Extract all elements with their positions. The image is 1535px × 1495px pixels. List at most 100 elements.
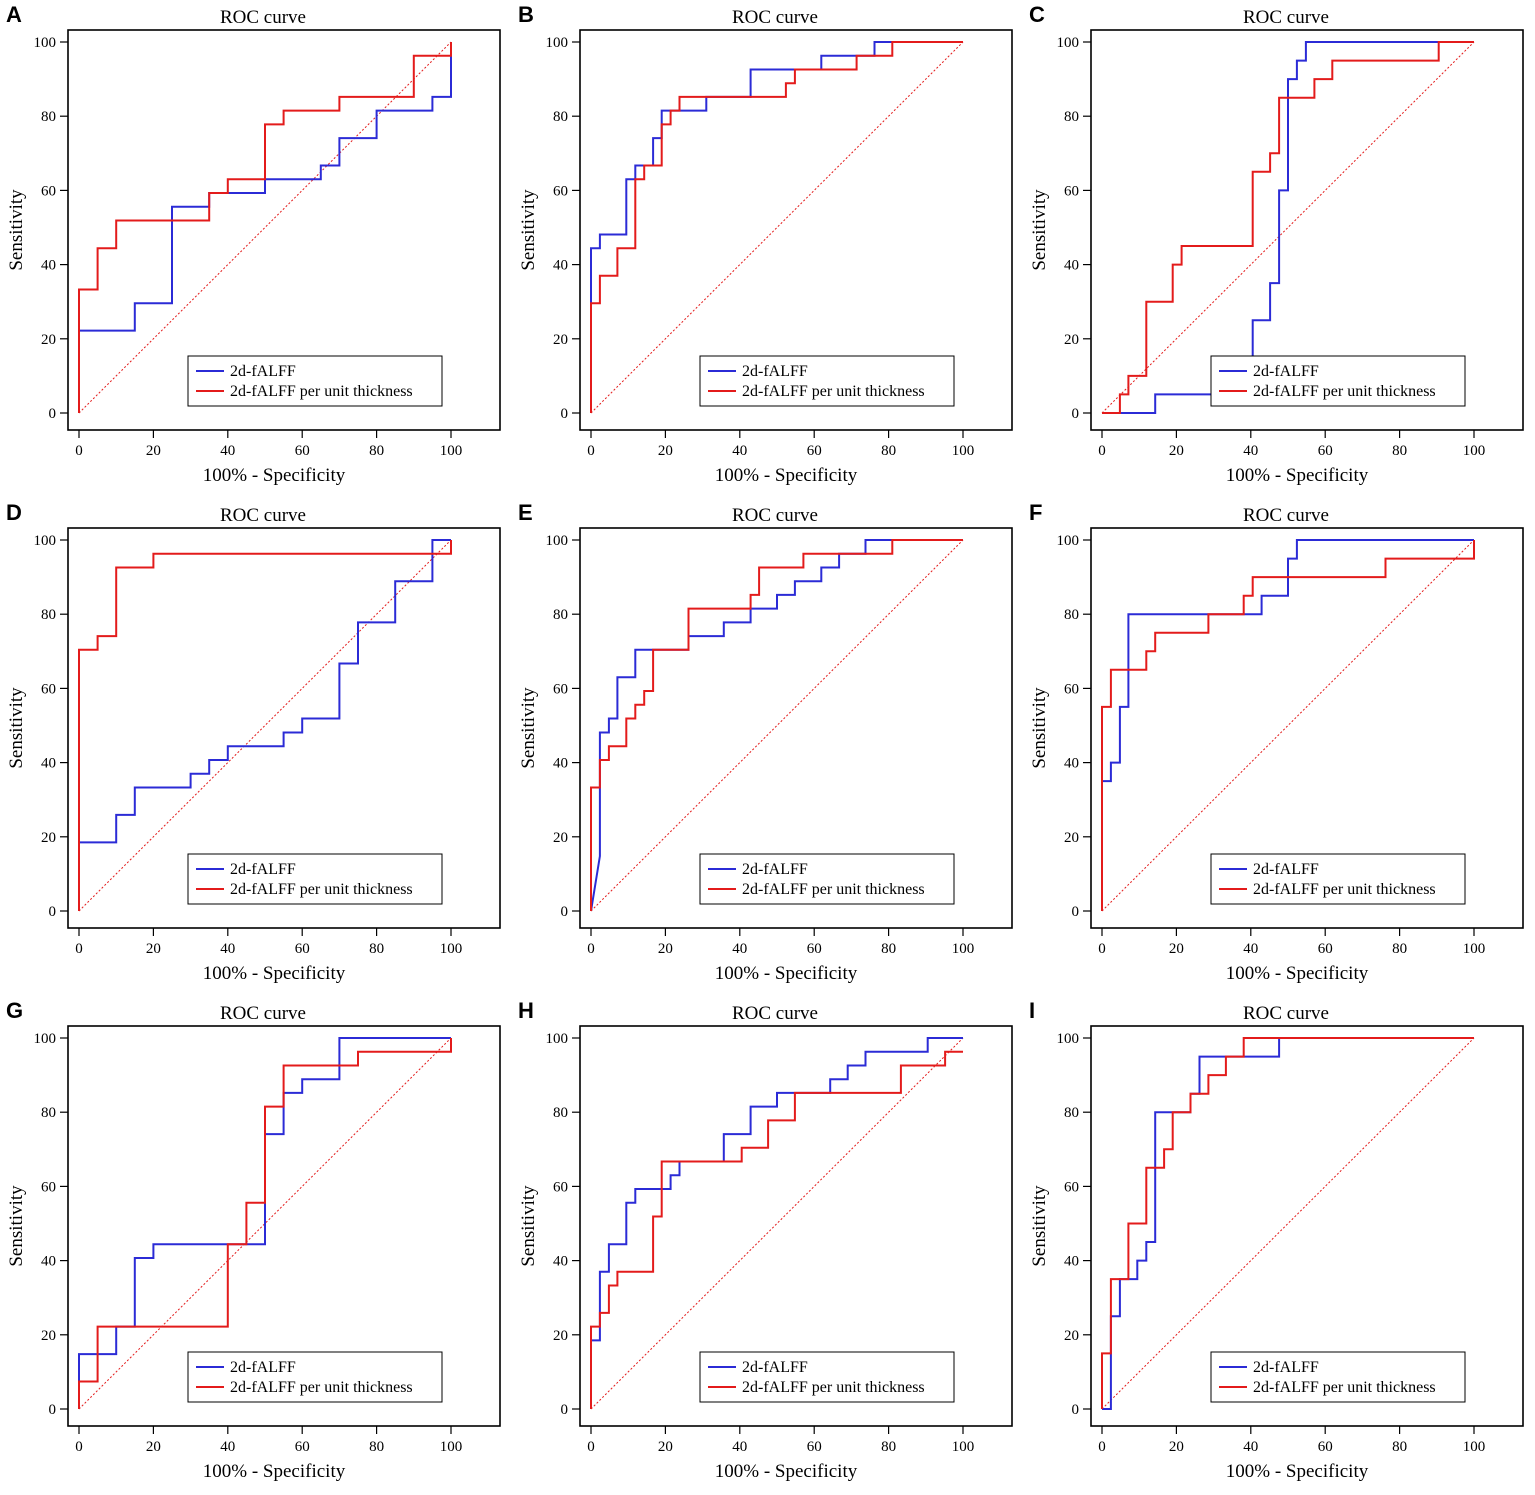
x-tick-label: 20 <box>658 941 673 957</box>
x-tick-label: 20 <box>146 1439 161 1455</box>
x-tick-label: 80 <box>369 443 384 459</box>
y-tick-label: 100 <box>1057 35 1080 51</box>
panel-letter-a: A <box>6 2 22 27</box>
panel-letter-h: H <box>518 998 534 1023</box>
y-tick-label: 20 <box>553 1328 568 1344</box>
y-tick-label: 80 <box>41 109 56 125</box>
roc-line-per-unit-thickness <box>1102 41 1474 414</box>
panel-letter-i: I <box>1029 998 1036 1023</box>
x-tick-label: 60 <box>1318 1439 1333 1455</box>
x-tick-label: 80 <box>1392 1439 1407 1455</box>
legend-label: 2d-fALFF per unit thickness <box>230 383 413 400</box>
roc-line-per-unit-thickness <box>1101 1037 1474 1409</box>
y-tick-label: 60 <box>41 1179 56 1195</box>
plot-frame <box>1090 527 1524 929</box>
x-tick-label: 60 <box>295 443 310 459</box>
roc-line-per-unit-thickness <box>590 539 963 911</box>
roc-line-per-unit-thickness <box>78 540 452 911</box>
panel-letter-e: E <box>518 500 533 525</box>
legend-box <box>187 853 443 905</box>
y-tick-label: 20 <box>1064 830 1079 846</box>
panel-i: ROC curve 0 20 40 60 80 100 0 20 40 60 80 100 100% - … <box>1023 996 1535 1494</box>
legend-label: 2d-fALFF per unit thickness <box>1253 1379 1436 1396</box>
roc-line-2d-falff <box>78 539 451 911</box>
x-tick-label: 60 <box>1318 443 1333 459</box>
plot-frame <box>579 527 1013 929</box>
x-tick-label: 0 <box>587 941 595 957</box>
roc-line-per-unit-thickness <box>590 1050 963 1409</box>
legend-label: 2d-fALFF <box>230 861 296 878</box>
panel-letter-d: D <box>6 500 22 525</box>
y-tick-label: 40 <box>41 258 56 274</box>
panel-c: ROC curve 0 20 40 60 80 100 0 20 40 60 80 100 100% - … <box>1023 0 1535 498</box>
y-tick-label: 80 <box>1064 607 1079 623</box>
x-tick-label: 40 <box>1243 941 1258 957</box>
y-tick-label: 20 <box>41 332 56 348</box>
panel-d: ROC curve 0 20 40 60 80 100 0 20 40 60 80 100 100% - … <box>0 498 512 996</box>
legend-box <box>699 1351 955 1403</box>
legend-label: 2d-fALFF per unit thickness <box>230 881 413 898</box>
y-tick-label: 80 <box>553 109 568 125</box>
roc-chart-d: ROC curve 0 20 40 60 80 100 0 20 40 60 80 100 100% - … <box>6 505 501 984</box>
roc-chart-h: ROC curve 0 20 40 60 80 100 0 20 40 60 80 100 100% - … <box>518 1003 1013 1482</box>
legend-box <box>187 355 443 407</box>
legend-label: 2d-fALFF <box>1253 861 1319 878</box>
y-tick-label: 0 <box>1072 406 1080 422</box>
y-tick-label: 0 <box>561 406 569 422</box>
x-tick-label: 20 <box>146 941 161 957</box>
y-axis-label: Sensitivity <box>518 1185 539 1267</box>
x-tick-label: 20 <box>658 1439 673 1455</box>
y-tick-label: 80 <box>553 607 568 623</box>
legend-box <box>699 853 955 905</box>
x-tick-label: 60 <box>295 1439 310 1455</box>
y-tick-label: 0 <box>49 904 57 920</box>
x-axis-label: 100% - Specificity <box>715 1461 858 1482</box>
y-tick-label: 20 <box>553 332 568 348</box>
y-tick-label: 60 <box>1064 183 1079 199</box>
roc-line-2d-falff <box>78 1037 451 1409</box>
x-axis-label: 100% - Specificity <box>203 1461 346 1482</box>
y-tick-label: 0 <box>49 406 57 422</box>
x-tick-label: 100 <box>952 941 975 957</box>
y-tick-label: 100 <box>34 35 57 51</box>
roc-line-2d-falff <box>1102 1037 1474 1410</box>
y-tick-label: 0 <box>561 1402 569 1418</box>
y-tick-label: 60 <box>553 183 568 199</box>
legend-label: 2d-fALFF <box>1253 363 1319 380</box>
x-axis-label: 100% - Specificity <box>1226 1461 1369 1482</box>
y-tick-label: 60 <box>553 1179 568 1195</box>
x-tick-label: 40 <box>220 941 235 957</box>
roc-chart-b: ROC curve 0 20 40 60 80 100 0 20 40 60 80 100 100% - … <box>518 7 1013 486</box>
roc-line-per-unit-thickness <box>78 1038 452 1409</box>
x-axis-label: 100% - Specificity <box>203 465 346 486</box>
chart-title: ROC curve <box>1243 1003 1329 1024</box>
x-tick-label: 100 <box>952 1439 975 1455</box>
y-tick-label: 20 <box>553 830 568 846</box>
x-tick-label: 40 <box>1243 1439 1258 1455</box>
x-tick-label: 0 <box>75 941 83 957</box>
y-axis-label: Sensitivity <box>518 687 539 769</box>
y-tick-label: 40 <box>553 1254 568 1270</box>
chart-title: ROC curve <box>1243 505 1329 526</box>
panel-f: ROC curve 0 20 40 60 80 100 0 20 40 60 80 100 100% - … <box>1023 498 1535 996</box>
panel-letter-g: G <box>6 998 24 1023</box>
x-tick-label: 40 <box>732 443 747 459</box>
reference-diagonal <box>1101 41 1475 414</box>
x-tick-label: 60 <box>807 941 822 957</box>
x-axis-label: 100% - Specificity <box>715 465 858 486</box>
x-tick-label: 20 <box>1169 443 1184 459</box>
y-tick-label: 0 <box>49 1402 57 1418</box>
x-tick-label: 40 <box>220 1439 235 1455</box>
plot-frame <box>579 1025 1013 1427</box>
x-tick-label: 20 <box>1169 941 1184 957</box>
legend-label: 2d-fALFF <box>1253 1359 1319 1376</box>
x-tick-label: 20 <box>1169 1439 1184 1455</box>
y-tick-label: 40 <box>1064 258 1079 274</box>
y-tick-label: 80 <box>41 607 56 623</box>
y-tick-label: 100 <box>546 1031 569 1047</box>
y-tick-label: 0 <box>561 904 569 920</box>
plot-frame <box>67 1025 501 1427</box>
x-tick-label: 100 <box>440 941 463 957</box>
roc-chart-a: ROC curve 0 20 40 60 80 100 0 20 40 60 80 100 100% - … <box>6 7 501 486</box>
x-tick-label: 100 <box>952 443 975 459</box>
